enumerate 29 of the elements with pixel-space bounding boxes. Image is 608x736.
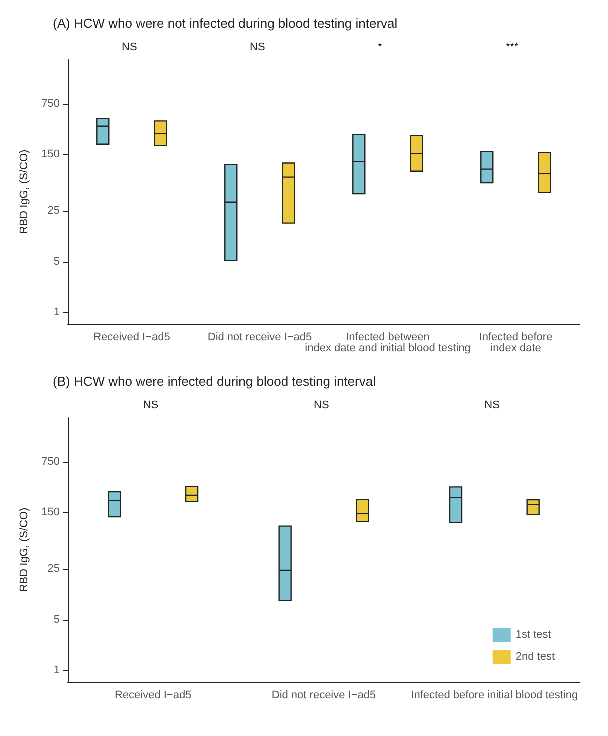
legend-label: 2nd test [516,651,555,663]
x-tick-label: Did not receive I−ad5 [272,690,376,702]
y-tick-label: 1 [54,664,60,677]
chart-title: (A) HCW who were not infected during blood testing interval [53,16,398,31]
text: NS [143,400,159,412]
y-tick-label: 25 [48,205,60,218]
x-tick-label: Received I−ad5 [114,690,192,702]
chart-title: (B) HCW who were infected during blood testing interval [53,374,376,389]
y-tick-label: 25 [48,563,60,576]
y-axis-title: RBD IgG, (S/CO) [18,150,30,234]
text: NS [122,42,138,54]
legend-label: 1st test [516,629,552,641]
x-tick-label: Did not receive I−ad5 [208,332,312,344]
y-tick-label: 5 [54,614,60,626]
y-axis-title: RBD IgG, (S/CO) [18,508,30,592]
x-tick-label: Received I−ad5 [94,332,170,344]
y-tick-label: 150 [42,148,60,161]
text: *** [506,42,520,54]
text: NS [484,400,500,412]
text: NS [250,42,266,54]
y-tick-label: 150 [42,506,60,519]
y-tick-label: 750 [42,456,60,468]
text: * [378,42,383,54]
y-tick-label: 1 [54,306,60,319]
x-tick-label: Infected before initial blood testing [411,690,578,702]
x-tick-label: Infected before index date [479,332,553,354]
y-tick-label: 5 [54,256,60,268]
text: NS [314,400,330,412]
y-tick-label: 750 [42,98,60,110]
